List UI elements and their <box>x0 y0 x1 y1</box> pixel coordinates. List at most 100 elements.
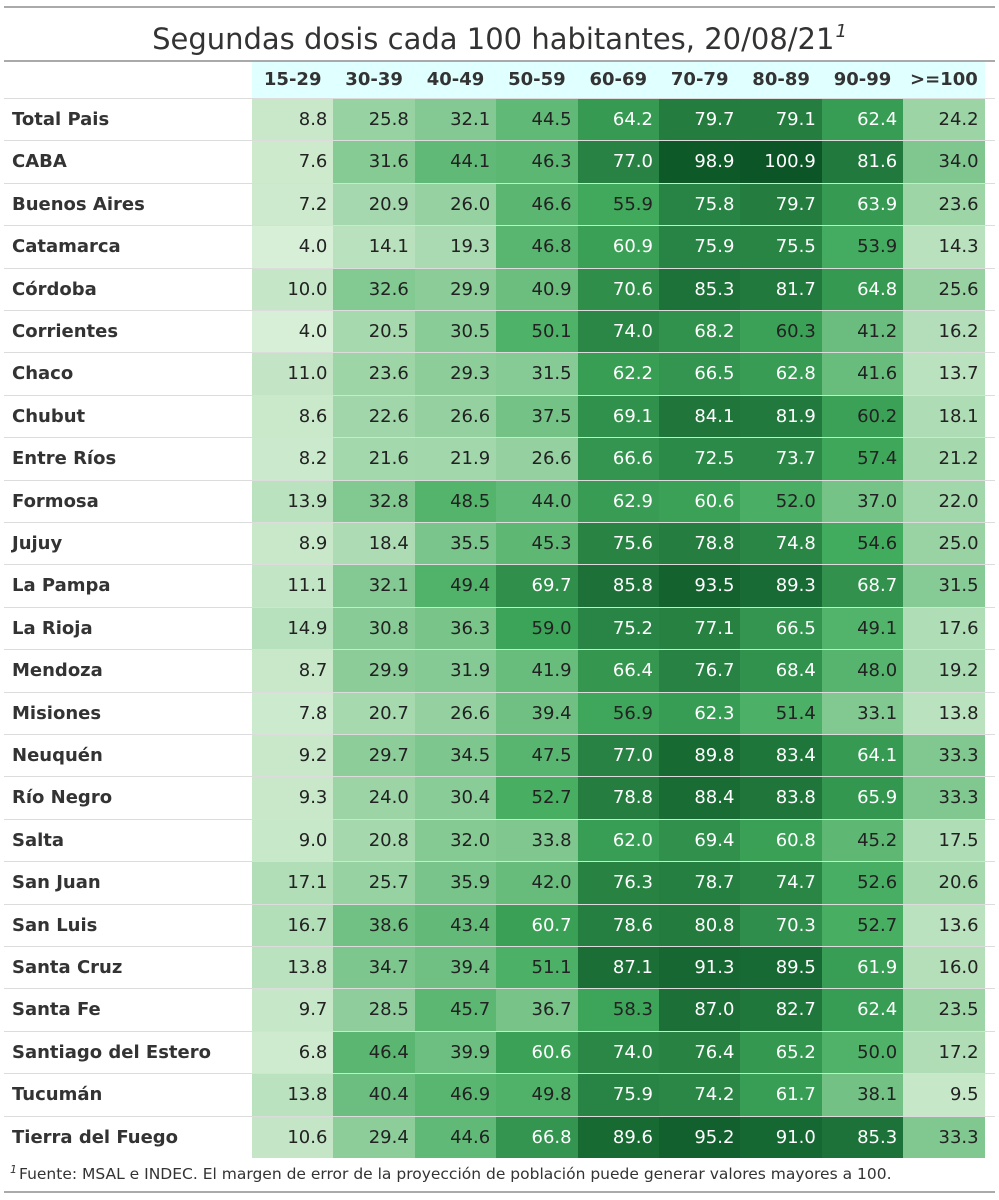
heatmap-cell: 75.6 <box>577 523 659 565</box>
heatmap-cell: 51.4 <box>740 692 822 734</box>
heatmap-cell: 13.9 <box>252 480 334 522</box>
heatmap-cell: 9.0 <box>252 819 334 862</box>
heatmap-cell: 30.5 <box>414 311 497 353</box>
heatmap-cell: 8.8 <box>252 99 334 141</box>
heatmap-cell: 28.5 <box>333 989 415 1031</box>
heatmap-cell: 8.6 <box>252 395 334 438</box>
column-header: 50-59 <box>496 62 578 98</box>
heatmap-cell: 41.6 <box>821 353 904 395</box>
heatmap-cell: 75.9 <box>659 226 741 268</box>
heatmap-cell: 52.0 <box>740 480 822 522</box>
heatmap-cell: 46.4 <box>333 1031 415 1074</box>
heatmap-cell: 8.9 <box>252 523 334 565</box>
heatmap-cell: 40.9 <box>496 268 578 310</box>
heatmap-cell: 34.5 <box>414 735 497 777</box>
heatmap-cell: 85.8 <box>577 565 659 607</box>
row-divider <box>4 946 995 947</box>
row-label: San Juan <box>12 872 101 894</box>
row-divider <box>4 1030 995 1032</box>
heatmap-cell: 41.2 <box>821 311 904 353</box>
row-label: Salta <box>12 829 65 851</box>
heatmap-cell: 36.7 <box>496 989 578 1031</box>
row-label: Jujuy <box>12 533 63 554</box>
heatmap-cell: 23.6 <box>333 353 415 395</box>
heatmap-cell: 20.9 <box>333 183 415 226</box>
row-divider <box>4 437 995 439</box>
heatmap-cell: 62.9 <box>577 480 659 522</box>
row-divider <box>4 225 995 227</box>
heatmap-cell: 25.0 <box>903 523 985 565</box>
heatmap-cell: 42.0 <box>496 862 578 904</box>
row-label: Total Pais <box>12 109 110 130</box>
heatmap-cell: 60.9 <box>577 226 659 268</box>
heatmap-cell: 4.0 <box>252 226 334 268</box>
heatmap-cell: 10.0 <box>252 268 334 310</box>
heatmap-cell: 58.3 <box>577 989 659 1031</box>
table-row: Catamarca 4.0 14.1 19.3 46.8 60.9 75.9 75.5 53.9… <box>4 226 995 268</box>
heatmap-cell: 31.9 <box>414 650 497 692</box>
heatmap-cell: 72.5 <box>659 438 741 480</box>
heatmap-cell: 7.2 <box>252 183 334 226</box>
heatmap-cell: 52.6 <box>821 862 904 904</box>
row-divider <box>4 1115 995 1117</box>
heatmap-cell: 46.6 <box>496 183 578 226</box>
heatmap-cell: 87.0 <box>659 989 741 1031</box>
heatmap-cell: 21.6 <box>333 438 415 480</box>
heatmap-cell: 74.0 <box>577 1031 659 1074</box>
heatmap-cell: 56.9 <box>577 692 659 734</box>
header-rule <box>4 60 995 62</box>
heatmap-cell: 30.8 <box>333 607 415 650</box>
heatmap-cell: 66.4 <box>577 650 659 692</box>
heatmap-cell: 44.0 <box>496 480 578 522</box>
row-divider <box>4 564 995 566</box>
heatmap-cell: 32.8 <box>333 480 415 522</box>
heatmap-cell: 100.9 <box>740 141 822 183</box>
heatmap-cell: 77.0 <box>577 141 659 183</box>
heatmap-cell: 89.8 <box>659 735 741 777</box>
heatmap-cell: 31.6 <box>333 141 415 183</box>
heatmap-cell: 9.2 <box>252 735 334 777</box>
heatmap-cell: 13.8 <box>903 692 985 734</box>
row-label: La Rioja <box>12 617 93 639</box>
heatmap-cell: 9.7 <box>252 989 334 1031</box>
heatmap-cell: 26.6 <box>414 692 497 734</box>
heatmap-cell: 30.4 <box>414 777 497 819</box>
heatmap-cell: 20.6 <box>903 862 985 904</box>
table-row: La Rioja 14.9 30.8 36.3 59.0 75.2 77.1 66.5 49.1… <box>4 607 995 650</box>
heatmap-cell: 17.1 <box>252 862 334 904</box>
heatmap-cell: 16.2 <box>903 311 985 353</box>
heatmap-cell: 8.7 <box>252 650 334 692</box>
heatmap-cell: 19.3 <box>414 226 497 268</box>
heatmap-cell: 4.0 <box>252 311 334 353</box>
heatmap-cell: 78.8 <box>577 777 659 819</box>
footnote-mark: 1 <box>10 1163 17 1176</box>
heatmap-cell: 31.5 <box>903 565 985 607</box>
row-label: Neuquén <box>12 745 103 766</box>
heatmap-cell: 88.4 <box>659 777 741 819</box>
heatmap-cell: 62.2 <box>577 353 659 395</box>
heatmap-cell: 39.4 <box>496 692 578 734</box>
heatmap-cell: 62.3 <box>659 692 741 734</box>
row-label: Tucumán <box>12 1084 103 1106</box>
heatmap-cell: 7.6 <box>252 141 334 183</box>
row-divider <box>4 267 995 269</box>
heatmap-cell: 84.1 <box>659 395 741 438</box>
heatmap-cell: 68.4 <box>740 650 822 692</box>
heatmap-cell: 16.0 <box>903 947 985 989</box>
column-header: 70-79 <box>659 62 741 98</box>
column-header: 90-99 <box>821 62 904 98</box>
heatmap-cell: 24.0 <box>333 777 415 819</box>
heatmap-cell: 13.7 <box>903 353 985 395</box>
heatmap-cell: 76.7 <box>659 650 741 692</box>
heatmap-cell: 89.3 <box>740 565 822 607</box>
heatmap-cell: 59.0 <box>496 607 578 650</box>
table-row: Chubut 8.6 22.6 26.6 37.5 69.1 84.1 81.9 60.2 18.… <box>4 395 995 438</box>
column-header: 15-29 <box>252 62 334 98</box>
row-divider <box>4 691 995 693</box>
heatmap-cell: 93.5 <box>659 565 741 607</box>
row-label: Santiago del Estero <box>12 1041 211 1063</box>
table-row: Tierra del Fuego 10.6 29.4 44.6 66.8 89.6 95.2… <box>4 1116 995 1158</box>
heatmap-cell: 46.3 <box>496 141 578 183</box>
heatmap-cell: 13.8 <box>252 1074 334 1116</box>
heatmap-cell: 32.6 <box>333 268 415 310</box>
